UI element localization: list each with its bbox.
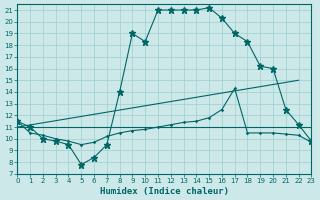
X-axis label: Humidex (Indice chaleur): Humidex (Indice chaleur): [100, 187, 229, 196]
